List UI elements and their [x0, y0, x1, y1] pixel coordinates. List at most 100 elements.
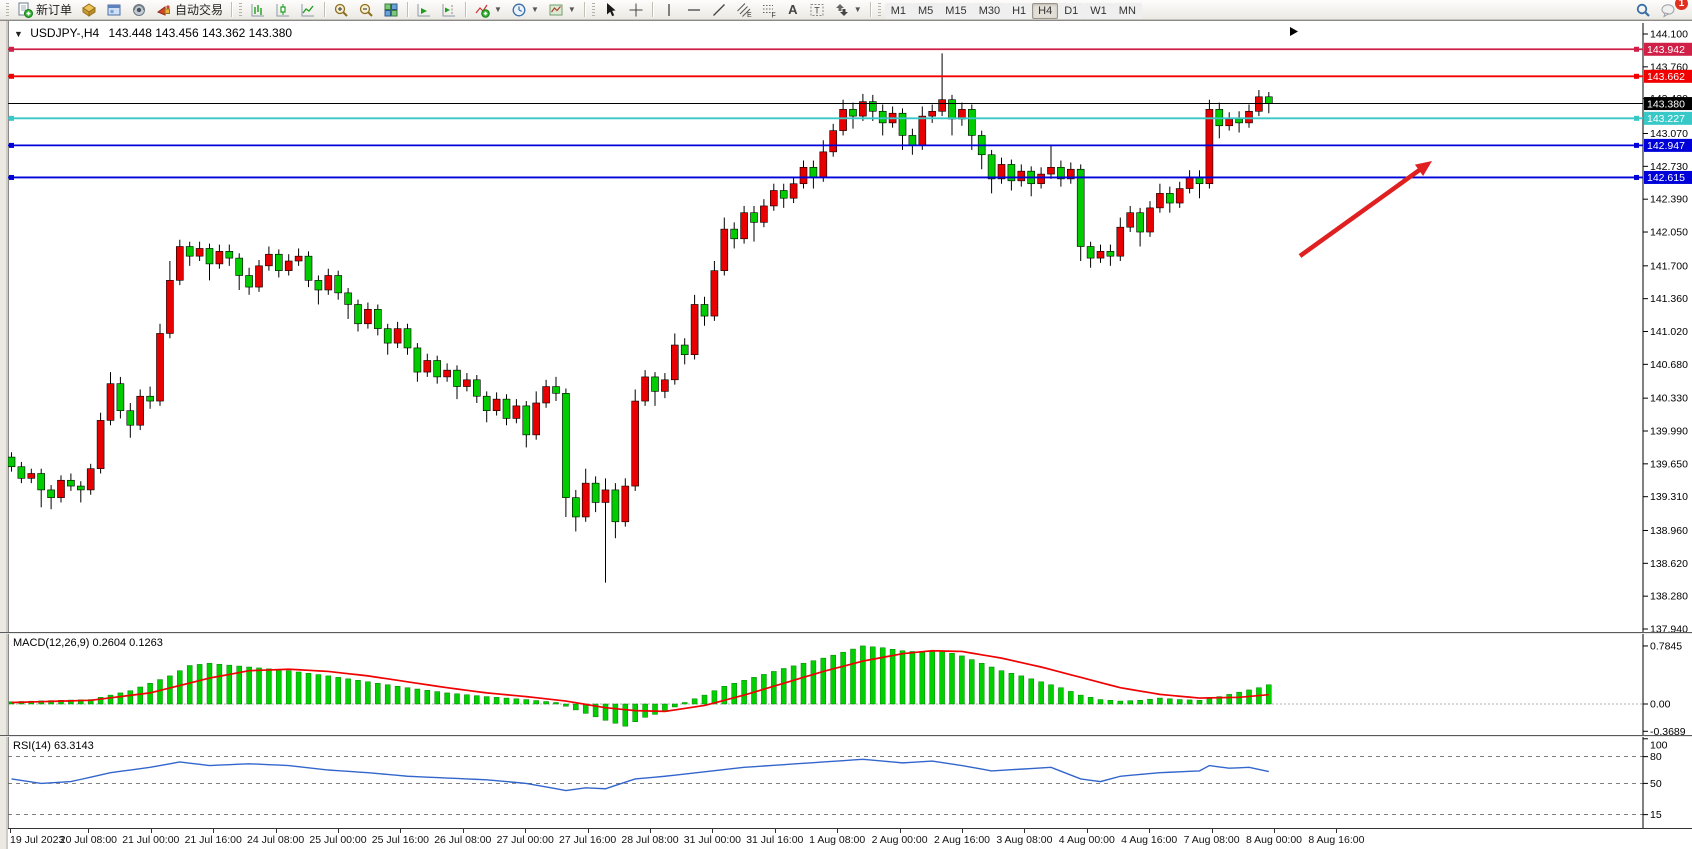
time-tick [400, 829, 402, 833]
zoom-out-button[interactable] [354, 1, 378, 19]
trend-arrow-annotation[interactable] [1298, 161, 1432, 258]
svg-text:138.620: 138.620 [1650, 558, 1688, 570]
search-button[interactable] [1631, 1, 1655, 19]
data-window-button[interactable] [102, 1, 126, 19]
new-order-label: 新订单 [36, 3, 73, 17]
chevron-down-icon: ▼ [530, 5, 539, 14]
chart-shift-icon [441, 2, 457, 18]
crosshair-icon [628, 2, 644, 18]
fibonacci-button[interactable]: F [757, 1, 781, 19]
blue-window-icon [106, 2, 122, 18]
market-watch-button[interactable] [77, 1, 101, 19]
crosshair-button[interactable] [624, 1, 648, 19]
time-label: 8 Aug 00:00 [1245, 834, 1303, 846]
radio-icon [131, 2, 147, 18]
time-tick [837, 829, 839, 833]
toolbar-grip[interactable] [877, 2, 881, 17]
fibonacci-icon: F [761, 2, 777, 18]
time-tick [462, 829, 464, 833]
templates-button[interactable]: ▼ [544, 1, 580, 19]
text-label-button[interactable]: T [805, 1, 829, 19]
macd-axis[interactable]: 0.7845 0.00 -0.3689 [1643, 640, 1686, 735]
time-tick [1024, 829, 1026, 833]
svg-text:141.700: 141.700 [1650, 260, 1688, 272]
symbol-dropdown-icon[interactable]: ▼ [14, 29, 23, 39]
time-tick [10, 829, 11, 833]
time-tick [1274, 829, 1275, 833]
new-order-button[interactable]: 新订单 [13, 1, 76, 19]
timeframe-M1[interactable]: M1 [884, 2, 912, 19]
price-level-lines[interactable]: 143.942 143.662 143.380 143.227 142.947 142.6… [8, 42, 1692, 184]
separator [465, 2, 467, 17]
navigator-button[interactable] [127, 1, 151, 19]
main-price-chart[interactable]: 144.100143.760143.430143.070142.730142.3… [8, 23, 1692, 632]
toolbar-grip[interactable] [591, 2, 595, 17]
svg-text:F: F [771, 12, 775, 18]
time-label: 4 Aug 00:00 [1058, 834, 1115, 846]
pane-splitter[interactable] [0, 632, 1692, 634]
auto-trading-label: 自动交易 [175, 3, 224, 17]
chat-button[interactable] [1656, 1, 1681, 19]
toolbar-grip[interactable] [239, 2, 243, 17]
tile-windows-button[interactable] [379, 1, 403, 19]
macd-label: MACD(12,26,9) 0.2604 0.1263 [13, 637, 163, 649]
time-tick [338, 829, 339, 833]
auto-scroll-button[interactable] [412, 1, 436, 19]
timeframe-H4[interactable]: H4 [1032, 2, 1059, 19]
time-axis[interactable]: 19 Jul 2023 20 Jul 08:00 21 Jul 00:00 21 Ju… [8, 828, 1692, 849]
gold-cube-icon [81, 2, 97, 18]
candles-layer [8, 53, 1273, 583]
time-label: 1 Aug 08:00 [809, 834, 866, 846]
bar-chart-button[interactable] [246, 1, 270, 19]
indicators-button[interactable]: ▼ [470, 1, 506, 19]
vertical-line-button[interactable] [657, 1, 681, 19]
zoom-in-button[interactable] [329, 1, 353, 19]
time-label: 4 Aug 16:00 [1121, 834, 1178, 846]
svg-text:T: T [814, 5, 820, 15]
chart-symbol-period: USDJPY-,H4 [30, 26, 100, 40]
cursor-button[interactable] [599, 1, 623, 19]
line-chart-icon [300, 2, 316, 18]
time-label: 28 Jul 08:00 [621, 834, 679, 846]
horizontal-line-icon [686, 2, 702, 18]
chart-shift-button[interactable] [437, 1, 461, 19]
svg-text:142.390: 142.390 [1650, 194, 1688, 206]
time-label: 27 Jul 16:00 [558, 834, 617, 846]
time-tick [525, 829, 527, 833]
timeframe-D1[interactable]: D1 [1058, 2, 1085, 19]
timeframe-W1[interactable]: W1 [1084, 2, 1113, 19]
macd-indicator-pane[interactable]: 0.7845 0.00 -0.3689 [8, 634, 1692, 735]
pane-splitter[interactable] [0, 735, 1692, 737]
trendline-icon [711, 2, 727, 18]
line-chart-button[interactable] [296, 1, 320, 19]
svg-text:0.00: 0.00 [1650, 698, 1671, 710]
auto-trading-button[interactable]: 自动交易 [152, 1, 227, 19]
text-button[interactable]: A [782, 1, 804, 19]
timeframe-MN[interactable]: MN [1112, 2, 1142, 19]
svg-text:141.360: 141.360 [1650, 293, 1688, 305]
timeframe-M15[interactable]: M15 [939, 2, 973, 19]
candlestick-chart-button[interactable] [271, 1, 295, 19]
notification-badge[interactable]: 1 [1675, 0, 1688, 10]
svg-text:80: 80 [1650, 751, 1662, 763]
equidistant-channel-button[interactable]: E [732, 1, 756, 19]
time-tick [712, 829, 714, 833]
time-tick [275, 829, 277, 833]
arrows-button[interactable]: ▼ [830, 1, 866, 19]
timeframe-M5[interactable]: M5 [912, 2, 940, 19]
timeframe-M30[interactable]: M30 [972, 2, 1007, 19]
macd-signal-line [11, 649, 1269, 713]
svg-text:143.070: 143.070 [1650, 128, 1688, 140]
trendline-button[interactable] [707, 1, 731, 19]
timeframe-H1[interactable]: H1 [1006, 2, 1033, 19]
time-label: 2 Aug 16:00 [933, 834, 991, 846]
toolbar: 新订单 自动交易 [0, 0, 1692, 20]
periods-button[interactable]: ▼ [507, 1, 543, 19]
toolbar-grip[interactable] [6, 2, 9, 17]
horizontal-line-button[interactable] [682, 1, 706, 19]
scroll-end-marker[interactable] [1290, 27, 1298, 36]
cursor-icon [603, 2, 619, 18]
chart-title[interactable]: ▼ USDJPY-,H4 143.448 143.456 143.362 143… [14, 26, 292, 40]
